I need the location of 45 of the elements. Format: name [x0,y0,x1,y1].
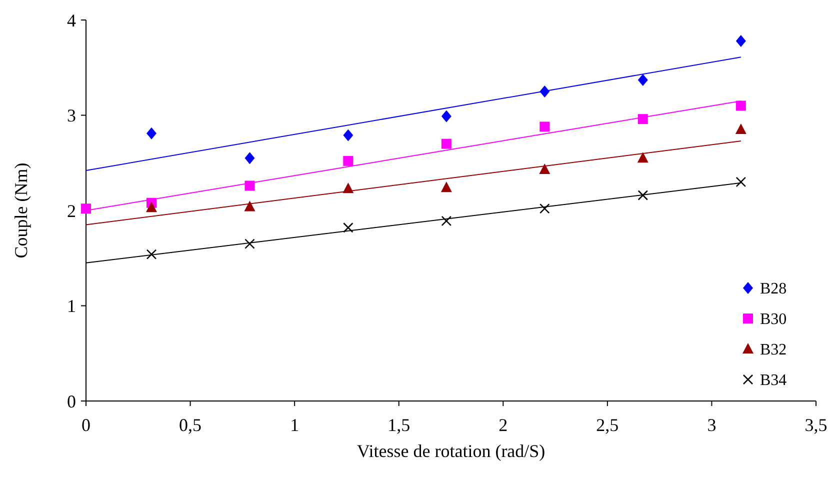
y-tick-label: 1 [67,296,76,316]
point [638,190,648,200]
legend-label: B28 [760,280,787,298]
y-axis-title: Couple (Nm) [11,162,31,258]
x-tick-label: 3 [707,415,716,435]
point [540,122,550,132]
x-tick-label: 1 [290,415,300,435]
point [146,249,157,260]
x-tick-label: 0,5 [179,415,202,435]
x-tick-label: 1,5 [388,415,410,435]
point [244,238,255,249]
point [736,100,746,111]
x-tick-label: 3,5 [804,415,828,435]
legend-label: B34 [760,372,787,390]
point [441,110,452,122]
point [440,182,452,192]
point [343,129,354,142]
y-tick-label: 0 [67,391,76,412]
y-tick-label: 4 [67,10,76,30]
x-axis-title: Vitesse de rotation (rad/S) [356,441,546,461]
point [244,200,256,212]
point [638,74,648,86]
point [343,222,354,233]
point [244,152,255,164]
point [638,114,648,124]
y-tick-label: 2 [67,200,76,221]
point [343,156,354,166]
point [441,138,452,149]
point [736,176,746,188]
point [81,204,91,214]
x-tick-label: 0 [82,415,90,435]
point [146,202,157,212]
legend-label: B30 [760,311,787,328]
point [146,127,156,140]
x-tick-label: 2,5 [596,415,619,435]
legend-label: B32 [760,342,787,359]
x-tick-label: 2 [498,415,508,435]
point [540,203,550,214]
point [441,216,452,226]
y-tick-label: 3 [67,106,76,126]
point [539,164,550,174]
point [244,180,255,191]
point [637,152,648,163]
point [735,124,746,134]
point [736,34,746,47]
